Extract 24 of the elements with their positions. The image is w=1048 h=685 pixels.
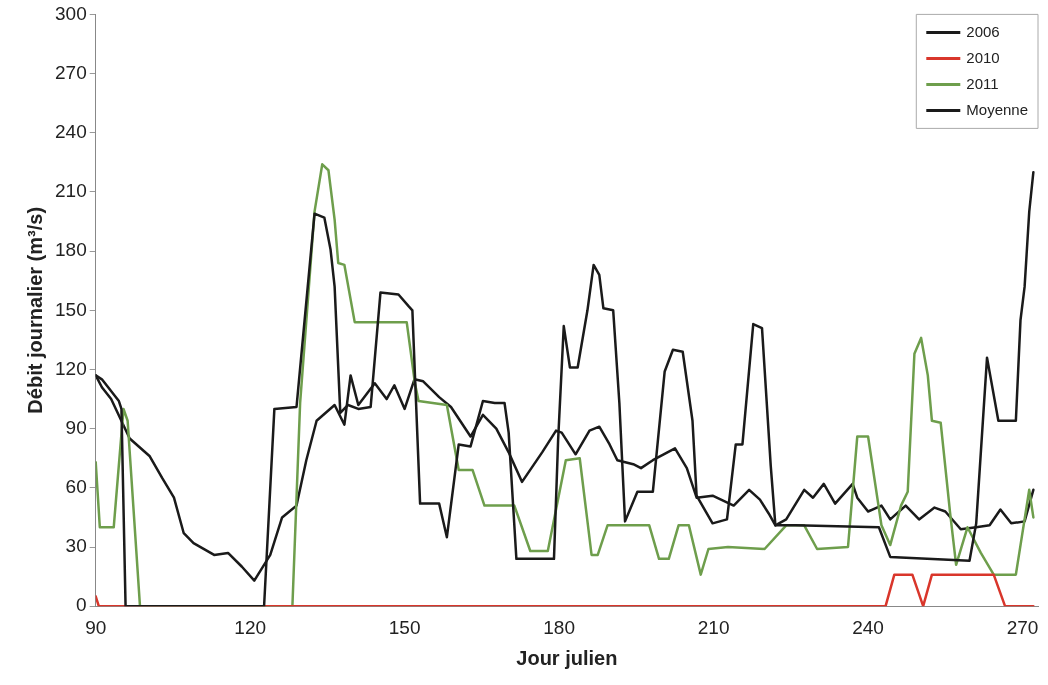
x-axis-title: Jour julien [516,646,618,669]
legend-label: 2010 [966,48,1000,66]
y-tick-label: 120 [55,357,87,379]
x-tick-label: 90 [85,616,107,638]
x-tick-label: 270 [1006,616,1039,638]
y-tick-label: 30 [65,535,87,557]
y-tick-label: 180 [55,239,87,261]
y-tick-label: 210 [55,180,87,202]
y-tick-label: 240 [55,120,87,142]
y-tick-label: 150 [55,298,87,320]
legend-label: 2011 [966,74,999,92]
y-tick-label: 300 [55,2,87,24]
x-tick-label: 120 [234,616,267,638]
legend-label: Moyenne [966,100,1029,118]
y-tick-label: 0 [76,594,87,616]
x-tick-label: 150 [388,616,421,638]
x-tick-label: 210 [697,616,730,638]
y-tick-label: 90 [65,416,87,438]
y-axis-title: Débit journalier (m³/s) [23,206,46,414]
y-tick-label: 270 [55,61,87,83]
x-tick-label: 180 [543,616,575,638]
y-tick-label: 60 [65,476,87,498]
x-tick-label: 240 [852,616,884,638]
legend-label: 2006 [966,22,1000,40]
